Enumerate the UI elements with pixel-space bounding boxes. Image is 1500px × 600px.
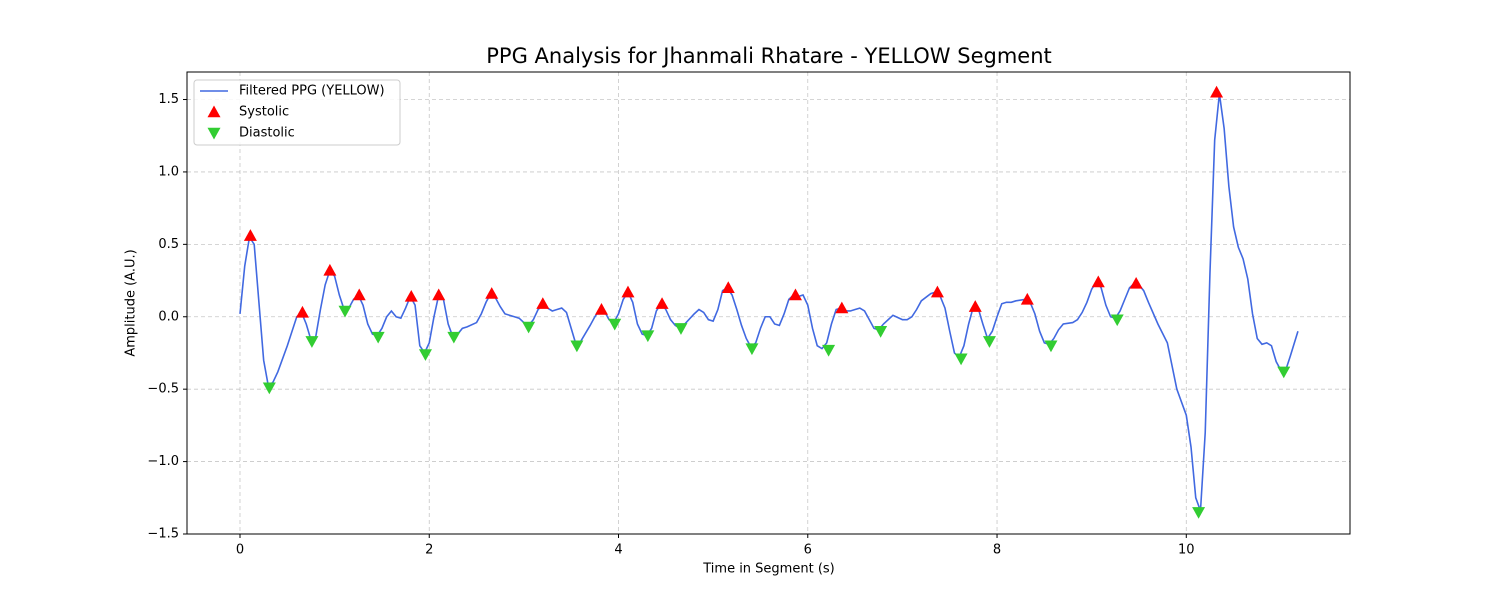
- x-axis-label: Time in Segment (s): [702, 562, 834, 577]
- marker: [305, 336, 319, 348]
- marker: [594, 303, 608, 315]
- marker: [570, 340, 584, 353]
- marker: [1210, 85, 1224, 98]
- marker: [352, 288, 366, 301]
- marker: [262, 382, 276, 395]
- legend-swatch: [207, 127, 221, 140]
- x-tick-label: 8: [993, 543, 1001, 558]
- legend-label: Filtered PPG (YELLOW): [239, 84, 385, 99]
- marker: [954, 353, 968, 366]
- marker: [835, 301, 849, 314]
- marker: [1277, 366, 1291, 379]
- marker: [1091, 275, 1105, 288]
- y-axis-label: Amplitude (A.U.): [124, 249, 139, 356]
- y-tick-label: 1.5: [158, 92, 179, 107]
- marker: [485, 287, 499, 299]
- marker: [930, 285, 944, 298]
- marker: [418, 349, 432, 361]
- marker: [371, 331, 385, 344]
- x-tick-label: 4: [614, 543, 622, 558]
- legend-swatch: [207, 105, 221, 118]
- marker: [522, 321, 536, 334]
- legend-label: Diastolic: [239, 126, 295, 141]
- marker: [745, 343, 759, 356]
- legend: Filtered PPG (YELLOW) Systolic Diastolic: [193, 79, 401, 146]
- marker: [432, 288, 446, 301]
- marker: [1192, 507, 1206, 519]
- plot-frame: [186, 71, 1351, 535]
- y-tick-label: −1.0: [147, 454, 179, 469]
- marker: [1044, 340, 1058, 353]
- chart-title: PPG Analysis for Jhanmali Rhatare - YELL…: [486, 44, 1051, 68]
- marker: [1129, 276, 1143, 289]
- y-tick-label: 0.5: [158, 237, 179, 252]
- x-tick-label: 2: [425, 543, 433, 558]
- marker: [1020, 292, 1034, 305]
- marker: [655, 297, 669, 309]
- y-tick-label: −0.5: [147, 382, 179, 397]
- marker: [641, 330, 655, 343]
- marker: [243, 229, 257, 241]
- marker: [338, 305, 352, 318]
- marker: [621, 285, 635, 298]
- y-tick-label: −1.5: [147, 527, 179, 542]
- marker: [674, 323, 688, 335]
- marker: [788, 288, 802, 301]
- legend-label: Systolic: [239, 105, 289, 120]
- marker: [404, 289, 418, 302]
- marker: [1110, 314, 1124, 327]
- x-tick-label: 10: [1178, 543, 1195, 558]
- marker: [874, 326, 888, 338]
- marker: [536, 297, 550, 309]
- y-tick-label: 0.0: [158, 309, 179, 324]
- x-tick-label: 6: [804, 543, 812, 558]
- y-tick-label: 1.0: [158, 164, 179, 179]
- marker: [968, 300, 982, 312]
- marker: [447, 331, 461, 344]
- legend-box: [193, 79, 401, 146]
- marker: [295, 305, 309, 318]
- marker: [323, 263, 337, 276]
- marker: [608, 318, 622, 331]
- marker: [982, 336, 996, 348]
- x-tick-label: 0: [236, 543, 244, 558]
- marker: [721, 281, 735, 293]
- marker: [822, 344, 836, 357]
- data-line: [239, 93, 1299, 512]
